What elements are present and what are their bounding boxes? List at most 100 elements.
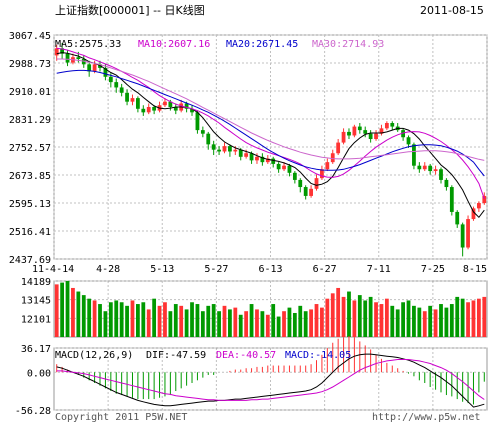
macd-tick-label: 36.17 (21, 344, 51, 355)
volume-bar (309, 309, 313, 337)
candle-body (87, 64, 92, 72)
volume-tick-label: 14189 (21, 277, 51, 288)
volume-bar (222, 305, 227, 337)
volume-bar (195, 304, 200, 337)
volume-bar (60, 282, 65, 337)
volume-bar (98, 304, 102, 337)
date-tick-label: 7-11 (367, 264, 391, 275)
volume-bar (92, 300, 97, 337)
candle-body (260, 156, 265, 163)
volume-bar (276, 316, 281, 337)
price-tick-label: 2437.69 (9, 255, 51, 266)
volume-bar (271, 304, 276, 337)
legend-ma5: MA5:2575.33 (55, 39, 122, 50)
price-tick-label: 2831.29 (9, 115, 51, 126)
volume-bar (255, 309, 259, 337)
volume-bar (455, 296, 460, 337)
candle-body (412, 144, 416, 166)
volume-bar (439, 304, 443, 337)
date-tick-label: 8-15 (463, 264, 487, 275)
candle-body (433, 169, 438, 172)
candle-body (249, 153, 254, 161)
legend-dif: DIF:-47.59 (146, 350, 207, 361)
date-tick-label: 11-4-14 (32, 264, 74, 275)
macd-tick-label: 0.00 (27, 368, 51, 379)
date-tick-label: 7-25 (421, 264, 445, 275)
candle-body (200, 130, 205, 134)
candle-body (471, 208, 476, 220)
volume-bar (190, 302, 194, 337)
volume-bar (87, 298, 92, 337)
volume-bar (357, 295, 362, 337)
volume-bar (320, 307, 324, 337)
candle-body (482, 195, 487, 204)
candle-body (190, 108, 194, 113)
candle-body (217, 149, 221, 152)
volume-bar (103, 311, 108, 337)
volume-bar (228, 309, 232, 337)
volume-bar (384, 298, 389, 337)
volume-bar (325, 298, 330, 337)
volume-bar (460, 298, 465, 337)
volume-bar (476, 298, 481, 337)
volume-bar (163, 302, 167, 337)
candle-body (379, 128, 384, 134)
candle-body (168, 101, 173, 108)
price-tick-label: 2910.01 (9, 87, 51, 98)
candle-body (211, 144, 216, 150)
volume-bar (287, 307, 292, 337)
volume-bar (466, 302, 470, 337)
price-tick-label: 2673.85 (9, 171, 51, 182)
candle-body (222, 146, 227, 152)
legend-ma30: MA30:2714.93 (312, 39, 385, 50)
candle-body (401, 130, 406, 138)
candle-body (173, 107, 178, 111)
candle-body (81, 58, 86, 65)
candle-body (476, 203, 481, 209)
volume-bar (114, 300, 119, 337)
dea-line (56, 359, 485, 401)
volume-bar (244, 311, 249, 337)
volume-bar (422, 311, 427, 337)
candle-body (276, 163, 281, 170)
candle-body (228, 146, 232, 152)
ma-line-ma20 (56, 69, 485, 177)
volume-bar (298, 305, 303, 337)
candle-body (374, 133, 378, 140)
volume-bar (412, 305, 416, 337)
price-tick-label: 2516.41 (9, 227, 51, 238)
volume-bar (206, 305, 211, 337)
candle-body (455, 211, 460, 225)
volume-bar (260, 311, 265, 337)
volume-bar (108, 302, 113, 337)
price-tick-label: 3067.45 (9, 31, 51, 42)
volume-bar (363, 300, 368, 337)
candle-body (103, 67, 108, 77)
ma-line-ma5 (56, 52, 485, 219)
macd-tick-label: -56.28 (15, 406, 51, 417)
volume-bar (390, 305, 395, 337)
volume-bar (347, 291, 351, 337)
candle-body (428, 165, 433, 172)
candle-body (352, 126, 357, 136)
candle-body (255, 156, 259, 161)
candle-body (368, 133, 373, 140)
candle-body (330, 153, 335, 163)
volume-bar (168, 311, 173, 337)
candle-body (130, 98, 135, 102)
volume-bar (146, 309, 151, 337)
volume-bar (379, 304, 384, 337)
candle-body (325, 162, 330, 170)
volume-bar (179, 305, 184, 337)
date-tick-label: 5-27 (204, 264, 228, 275)
candle-body (347, 131, 351, 136)
volume-bar (336, 287, 341, 337)
candle-body (65, 53, 70, 63)
candle-body (466, 219, 470, 248)
date-tick-label: 6-27 (313, 264, 337, 275)
legend-dea: DEA:-40.57 (216, 350, 277, 361)
volume-bar (81, 295, 86, 337)
volume-bar (368, 296, 373, 337)
